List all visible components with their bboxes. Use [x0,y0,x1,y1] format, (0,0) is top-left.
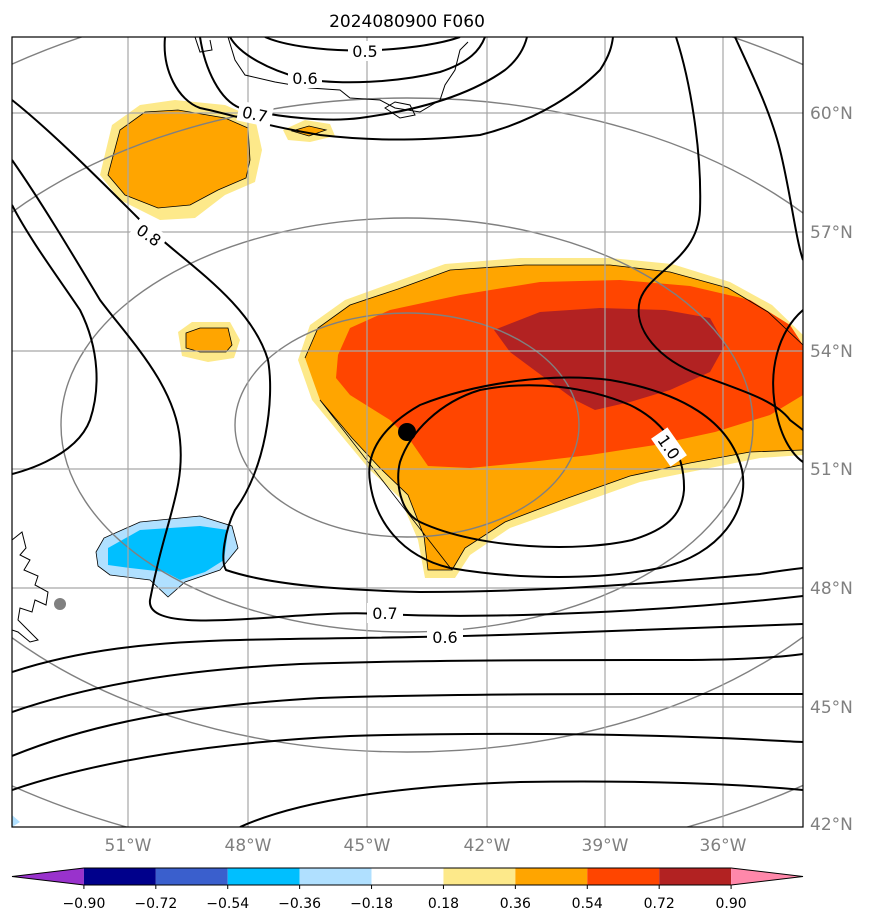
contour-lines [12,37,803,827]
gray-point-marker [54,598,66,610]
colorbar-label: 0.54 [572,896,603,912]
lat-label: 57°N [810,223,853,243]
lat-label: 51°N [810,460,853,480]
contour-0.7 [199,37,528,121]
latitude-labels: 60°N 57°N 54°N 51°N 48°N 45°N 42°N [810,104,853,835]
negative-fill-blue [108,526,228,580]
colorbar-label: −0.18 [350,896,393,912]
colorbar-label: −0.72 [134,896,177,912]
lon-label: 48°W [225,836,272,856]
lat-label: 48°N [810,579,853,599]
colorbar: −0.90 −0.72 −0.54 −0.36 −0.18 0.18 0.36 0.54 0.7… [11,867,804,912]
colorbar-segment [371,868,444,885]
lon-label: 45°W [344,836,391,856]
coastlines [12,37,469,643]
contour-label-0.6-north: 0.6 [292,69,317,88]
contour-outer-west-2 [12,159,803,622]
contour-south-5 [12,692,803,757]
contour-east-3 [772,309,803,463]
contour-east-1 [637,37,803,431]
anomaly-fills [12,100,803,827]
contour-south-7 [239,780,803,827]
plot-frame [11,36,804,828]
colorbar-label: 0.90 [716,896,747,912]
contour-1.0 [397,384,686,548]
contour-east-2 [734,37,803,261]
contour-outer-west-3 [12,204,98,475]
colorbar-segment [515,868,588,885]
colorbar-segment [731,868,803,885]
colorbar-label: 0.36 [500,896,531,912]
contour-0.9 [368,376,745,578]
contour-south-6 [12,732,803,791]
positive-fill-darkred-main [494,308,725,410]
coast-newfoundland [12,531,49,643]
colorbar-segment [83,868,156,885]
contour-label-0.7-south: 0.7 [372,604,397,623]
lat-label: 45°N [810,698,853,718]
radius-rings [12,37,803,827]
colorbar-label: 0.72 [644,896,675,912]
coast-greenland [194,37,469,119]
colorbar-label: −0.36 [278,896,321,912]
positive-fill-orange-nw [108,110,250,208]
colorbar-segments [11,867,804,886]
colorbar-segment [155,868,228,885]
colorbar-segment [299,868,372,885]
colorbar-segment [12,868,84,885]
contour-label-0.5: 0.5 [352,42,377,61]
positive-fill-orange-mid [186,328,232,352]
contour-0.8 [163,37,614,141]
lat-label: 60°N [810,104,853,124]
map-title: 2024080900 F060 [329,12,485,32]
lon-label: 42°W [464,836,511,856]
longitude-labels: 51°W 48°W 45°W 42°W 39°W 36°W [105,836,747,856]
negative-fill-corner [12,815,20,827]
colorbar-label: −0.90 [62,896,105,912]
colorbar-labels: −0.90 −0.72 −0.54 −0.36 −0.18 0.18 0.36 0.54 0.7… [62,885,747,912]
contour-south-4 [12,653,803,713]
station-marker [398,423,416,441]
contour-south-0.6 [12,623,803,673]
contour-label-0.6-south: 0.6 [432,628,457,647]
colorbar-segment [587,868,660,885]
colorbar-segment [659,868,732,885]
lon-label: 51°W [105,836,152,856]
colorbar-label: −0.54 [206,896,249,912]
lon-label: 39°W [582,836,629,856]
contour-labels: 0.5 0.6 0.7 0.8 1.0 0.7 0.6 [129,41,687,647]
colorbar-label: 0.18 [428,896,459,912]
colorbar-segment [443,868,516,885]
lat-label: 42°N [810,815,853,835]
fill-outlines [95,109,803,598]
lon-label: 36°W [700,836,747,856]
contour-label-0.7-north: 0.7 [240,103,269,127]
lat-label: 54°N [810,342,853,362]
contour-0.6 [229,37,486,84]
colorbar-segment [227,868,300,885]
